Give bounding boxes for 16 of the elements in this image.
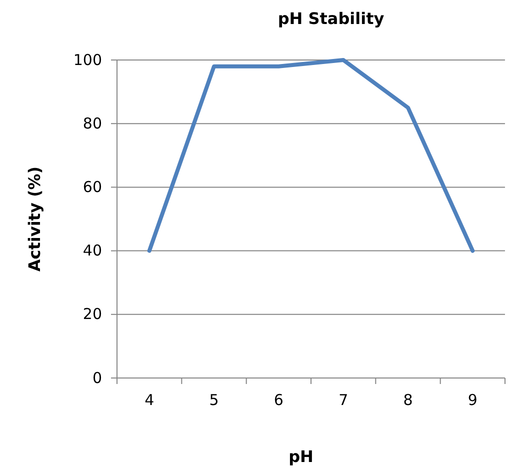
line-series [147,58,475,253]
x-tick-label: 9 [468,391,478,409]
y-tick-label: 0 [92,368,102,387]
y-tick-label: 100 [73,50,102,69]
x-tick-label: 4 [144,391,154,409]
y-tick-label: 80 [82,114,102,132]
x-tick-label: 5 [209,391,219,409]
x-tick-label: 6 [274,391,284,409]
y-tick-label: 20 [82,305,102,324]
x-tick-label: 7 [338,391,348,409]
x-axis-title: pH [288,447,314,466]
x-tick-label: 8 [403,391,413,409]
y-tick-label: 40 [82,242,102,260]
chart-title: pH Stability [278,9,385,28]
y-axis-title: Activity (%) [25,166,44,272]
y-tick-label: 60 [82,178,102,196]
